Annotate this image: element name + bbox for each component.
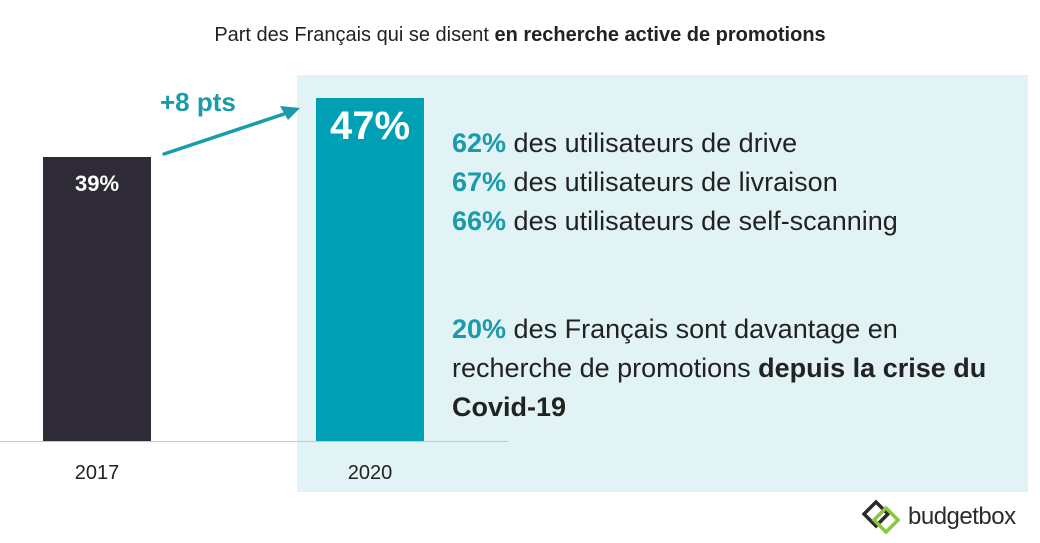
x-tick-2020: 2020: [347, 462, 393, 484]
budgetbox-logo-icon: [862, 500, 901, 534]
stat-livraison: 67% des utilisateurs de livraison: [452, 163, 898, 202]
bar-2017: [43, 156, 151, 441]
stat-self-scanning-pct: 66%: [452, 206, 507, 236]
bar-2020: [316, 98, 424, 441]
stat-livraison-pct: 67%: [452, 167, 507, 197]
bar-label-2020: 47%: [329, 104, 411, 149]
covid-note-pct: 20%: [452, 314, 507, 344]
arrow-icon: [162, 106, 300, 156]
stat-drive-text: des utilisateurs de drive: [506, 128, 798, 158]
stat-drive: 62% des utilisateurs de drive: [452, 124, 898, 163]
covid-note-text: des Français sont davantage en recherche…: [452, 314, 898, 383]
stat-self-scanning: 66% des utilisateurs de self-scanning: [452, 202, 898, 241]
stats-list: 62% des utilisateurs de drive 67% des ut…: [452, 124, 898, 241]
covid-note-bold: depuis la crise du Covid-19: [452, 353, 987, 422]
stat-livraison-text: des utilisateurs de livraison: [506, 167, 838, 197]
bar-label-2017: 39%: [74, 170, 120, 196]
delta-annotation: +8 pts: [160, 87, 236, 117]
brand-logo: budgetbox: [862, 497, 1016, 537]
stat-self-scanning-text: des utilisateurs de self-scanning: [506, 206, 898, 236]
logo-text: budgetbox: [908, 503, 1016, 530]
stat-drive-pct: 62%: [452, 128, 507, 158]
x-tick-2017: 2017: [74, 462, 120, 484]
chart-title-bold: en recherche active de promotions: [494, 24, 826, 46]
chart-title-prefix: Part des Français qui se disent: [214, 24, 495, 46]
covid-note: 20% des Français sont davantage en reche…: [452, 310, 1012, 427]
chart-title: Part des Français qui se disent en reche…: [0, 24, 1040, 47]
chart-baseline: [0, 441, 508, 442]
